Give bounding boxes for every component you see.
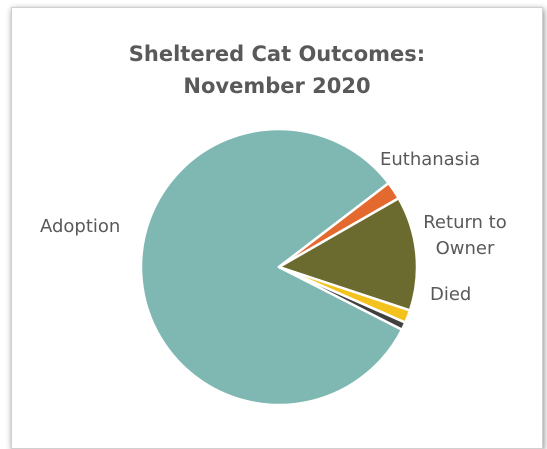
data-label-line: Return to bbox=[423, 212, 507, 233]
data-label-line: Owner bbox=[436, 238, 495, 259]
pie-chart: Adoption Euthanasia Return to Owner Died bbox=[40, 127, 507, 407]
data-label-adoption: Adoption bbox=[40, 216, 120, 237]
data-label-line: Euthanasia bbox=[380, 149, 480, 170]
pie-slice-return-to-owner bbox=[277, 197, 419, 312]
data-label-return-to-owner: Return to Owner bbox=[423, 212, 507, 259]
data-label-line: Died bbox=[430, 284, 471, 305]
data-label-line: Adoption bbox=[40, 216, 120, 237]
data-label-euthanasia: Euthanasia bbox=[380, 149, 480, 170]
chart-title-line-2: November 2020 bbox=[183, 74, 371, 98]
pie-slice-adoption bbox=[139, 127, 404, 407]
pie-slice-other bbox=[277, 265, 407, 331]
chart-title-line-1: Sheltered Cat Outcomes: bbox=[128, 42, 426, 66]
chart-title: Sheltered Cat Outcomes: November 2020 bbox=[12, 38, 542, 102]
data-label-died: Died bbox=[430, 284, 471, 305]
